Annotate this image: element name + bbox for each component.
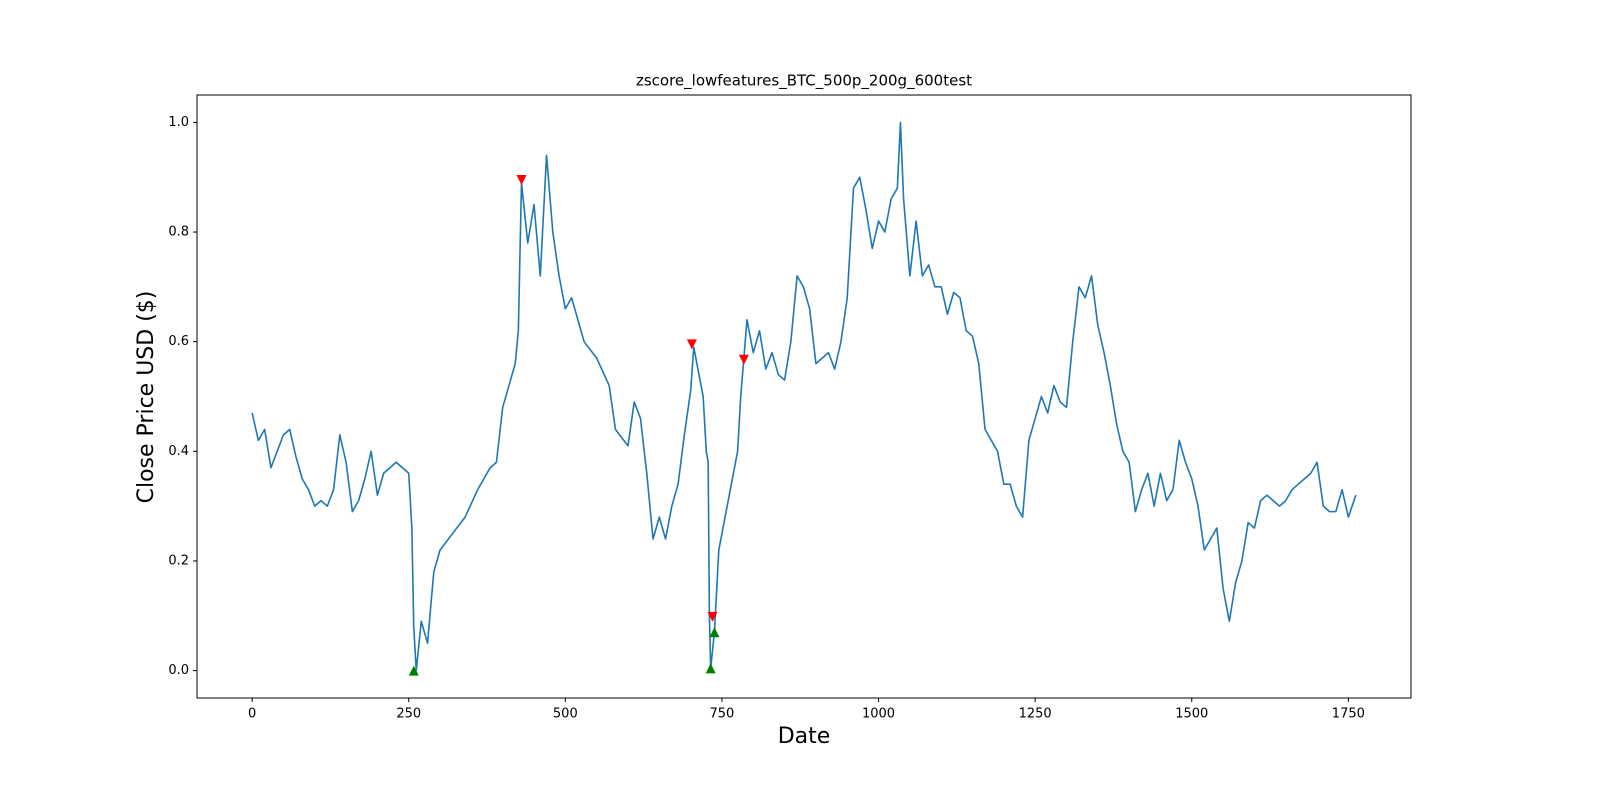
buy-marker (709, 627, 720, 638)
x-tick-label: 1000 (862, 707, 895, 722)
y-tick-label: 0.6 (168, 334, 189, 349)
x-tick-label: 750 (710, 707, 735, 722)
buy-marker (705, 663, 716, 674)
sell-marker (516, 174, 527, 185)
x-tick-label: 500 (553, 707, 578, 722)
y-tick-label: 0.0 (168, 663, 189, 678)
x-tick-label: 250 (396, 707, 421, 722)
y-axis-label: Close Price USD ($) (134, 291, 159, 504)
x-tick-label: 1500 (1175, 707, 1208, 722)
plot-frame (196, 94, 1412, 699)
y-tick-label: 0.8 (168, 225, 189, 240)
sell-marker (686, 339, 697, 350)
x-tick-label: 0 (248, 707, 256, 722)
sell-marker (707, 611, 718, 622)
x-tick-label: 1250 (1019, 707, 1052, 722)
x-tick-label: 1750 (1332, 707, 1365, 722)
y-tick-label: 1.0 (168, 115, 189, 130)
y-tick-label: 0.2 (168, 553, 189, 568)
x-axis-label: Date (778, 724, 831, 749)
y-tick-label: 0.4 (168, 444, 189, 459)
price-line (251, 121, 1357, 672)
buy-marker (408, 665, 419, 676)
chart-title: zscore_lowfeatures_BTC_500p_200g_600test (636, 72, 972, 91)
sell-marker (738, 354, 749, 365)
